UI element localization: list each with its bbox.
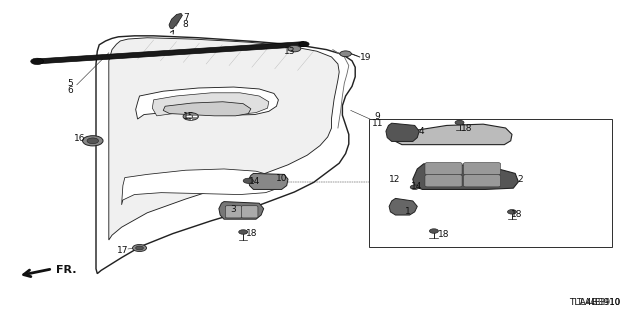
Text: 8: 8 xyxy=(183,20,188,29)
FancyBboxPatch shape xyxy=(463,163,500,175)
Polygon shape xyxy=(37,42,304,64)
Circle shape xyxy=(429,229,438,233)
Circle shape xyxy=(288,45,301,52)
Text: 6: 6 xyxy=(68,86,73,95)
Text: 10: 10 xyxy=(276,174,287,183)
Polygon shape xyxy=(413,164,518,189)
Polygon shape xyxy=(163,102,251,116)
Polygon shape xyxy=(96,36,355,274)
Text: TLA4B3910: TLA4B3910 xyxy=(570,298,621,307)
Text: 3: 3 xyxy=(230,205,236,214)
Circle shape xyxy=(87,138,99,144)
Text: 14: 14 xyxy=(411,182,422,191)
Text: 18: 18 xyxy=(438,230,449,239)
FancyBboxPatch shape xyxy=(425,163,462,175)
Circle shape xyxy=(83,136,103,146)
Circle shape xyxy=(455,120,464,125)
Polygon shape xyxy=(396,124,512,145)
Circle shape xyxy=(132,244,147,252)
Text: 2: 2 xyxy=(517,175,522,184)
Text: 16: 16 xyxy=(74,134,86,143)
Text: TLA4B3910: TLA4B3910 xyxy=(577,298,621,307)
Text: 18: 18 xyxy=(511,210,523,219)
Text: 17: 17 xyxy=(117,246,129,255)
Polygon shape xyxy=(152,93,269,116)
Circle shape xyxy=(299,42,309,47)
Text: 4: 4 xyxy=(419,127,424,136)
Text: 15: 15 xyxy=(183,112,195,121)
Polygon shape xyxy=(386,123,419,141)
Text: 1: 1 xyxy=(406,207,411,216)
Circle shape xyxy=(508,210,516,214)
Circle shape xyxy=(340,51,351,57)
Circle shape xyxy=(410,185,419,189)
FancyBboxPatch shape xyxy=(425,175,462,187)
FancyBboxPatch shape xyxy=(463,175,500,187)
Text: 19: 19 xyxy=(360,53,372,62)
Polygon shape xyxy=(122,169,280,205)
Polygon shape xyxy=(169,13,182,29)
Text: 14: 14 xyxy=(249,177,260,186)
Text: 13: 13 xyxy=(284,47,296,56)
Circle shape xyxy=(183,113,198,120)
Circle shape xyxy=(243,178,253,183)
Text: FR.: FR. xyxy=(56,265,77,276)
Text: 9: 9 xyxy=(375,112,380,121)
Text: 7: 7 xyxy=(183,13,188,22)
FancyBboxPatch shape xyxy=(225,206,242,218)
Text: 5: 5 xyxy=(68,79,73,88)
Polygon shape xyxy=(219,202,264,219)
Bar xyxy=(369,119,612,247)
Text: 11: 11 xyxy=(372,119,383,128)
Circle shape xyxy=(136,246,143,250)
Polygon shape xyxy=(136,87,278,119)
Text: 12: 12 xyxy=(389,175,401,184)
Text: 18: 18 xyxy=(246,229,257,238)
Polygon shape xyxy=(109,38,339,240)
Circle shape xyxy=(31,58,44,65)
Polygon shape xyxy=(248,173,288,189)
Circle shape xyxy=(239,230,248,234)
Text: 18: 18 xyxy=(461,124,473,132)
Polygon shape xyxy=(389,198,417,215)
FancyBboxPatch shape xyxy=(241,206,258,218)
